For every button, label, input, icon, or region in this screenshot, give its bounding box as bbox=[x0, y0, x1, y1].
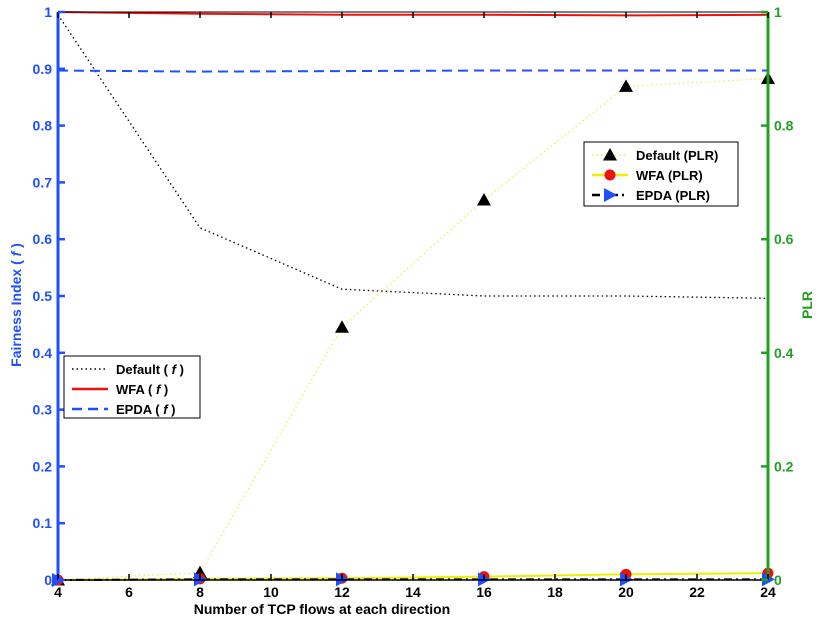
x-tick-label: 22 bbox=[689, 584, 705, 600]
y-left-tick-label: 0.9 bbox=[33, 61, 53, 77]
y-right-tick-label: 0.4 bbox=[774, 345, 794, 361]
legend-plr-swatch-marker bbox=[604, 169, 616, 181]
x-tick-label: 16 bbox=[476, 584, 492, 600]
data-point-3-4 bbox=[619, 79, 633, 92]
y-right-tick-label: 0.8 bbox=[774, 118, 794, 134]
legend-fairness-box bbox=[63, 355, 201, 419]
series-line-0 bbox=[57, 14, 769, 299]
series-line-3 bbox=[57, 77, 769, 581]
y-left-tick-label: 0.3 bbox=[33, 402, 53, 418]
y-right-tick-label: 0 bbox=[774, 572, 782, 588]
y-axis-left-title: Fairness Index ( f ) bbox=[8, 243, 24, 367]
y-left-tick-label: 0.8 bbox=[33, 118, 53, 134]
y-left-tick-label: 0 bbox=[44, 572, 52, 588]
series-line-2 bbox=[57, 69, 768, 73]
legend-fairness-entry-label: EPDA ( f ) bbox=[116, 402, 176, 417]
y-left-tick-label: 0.7 bbox=[33, 174, 53, 190]
legend-fairness-entry-label: WFA ( f ) bbox=[116, 382, 168, 397]
plot-axes: 4 6 8 10 12 14 16 18 20 22 2400.10.20.30.40.50.60.… bbox=[33, 4, 794, 600]
x-tick-label: 24 bbox=[760, 584, 776, 600]
y-axis-right-title: PLR bbox=[799, 291, 815, 319]
legend-plr-swatch-marker bbox=[604, 188, 617, 202]
legend-plr-entry-label: WFA (PLR) bbox=[636, 168, 703, 183]
x-tick-label: 6 bbox=[125, 584, 133, 600]
legend-plr-swatch-marker bbox=[603, 148, 617, 161]
x-tick-label: 12 bbox=[334, 584, 350, 600]
x-tick-label: 4 bbox=[54, 584, 62, 600]
y-right-tick-label: 0.6 bbox=[774, 231, 794, 247]
data-point-3-2 bbox=[335, 320, 349, 333]
y-left-tick-label: 0.2 bbox=[33, 458, 53, 474]
legend-plr-entry-label: Default (PLR) bbox=[636, 148, 718, 163]
x-tick-label: 8 bbox=[196, 584, 204, 600]
legends: Default ( f ) WFA ( f ) EPDA ( f ) Default … bbox=[63, 141, 739, 419]
x-tick-label: 10 bbox=[263, 584, 279, 600]
y-left-tick-label: 0.5 bbox=[33, 288, 53, 304]
legend-plr-entry-label: EPDA (PLR) bbox=[636, 188, 710, 203]
y-left-tick-label: 1 bbox=[44, 4, 52, 20]
y-right-tick-label: 0.2 bbox=[774, 458, 794, 474]
y-left-tick-label: 0.1 bbox=[33, 515, 53, 531]
x-axis-title: Number of TCP flows at each direction bbox=[194, 601, 450, 617]
y-left-tick-label: 0.6 bbox=[33, 231, 53, 247]
y-left-tick-label: 0.4 bbox=[33, 345, 53, 361]
legend-fairness-entry-label: Default ( f ) bbox=[116, 362, 184, 377]
x-tick-label: 20 bbox=[618, 584, 634, 600]
plot-lines bbox=[57, 11, 769, 581]
data-point-3-3 bbox=[477, 193, 491, 206]
x-tick-label: 14 bbox=[405, 584, 421, 600]
y-right-tick-label: 1 bbox=[774, 4, 782, 20]
x-tick-label: 18 bbox=[547, 584, 563, 600]
